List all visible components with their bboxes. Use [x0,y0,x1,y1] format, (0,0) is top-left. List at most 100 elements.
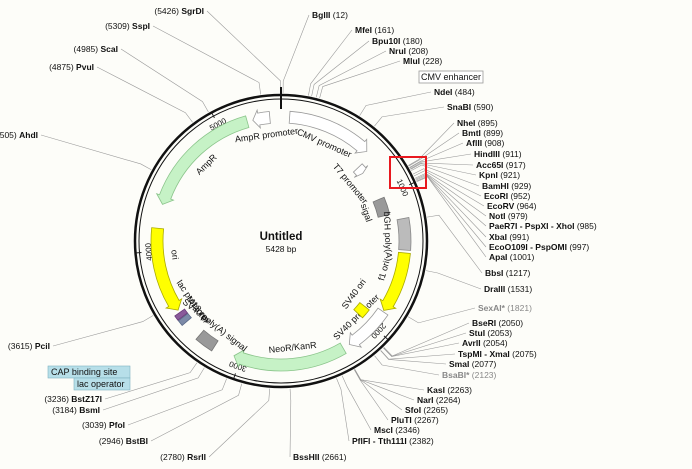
site-leader-line [315,50,387,98]
site-label-bbsi[interactable]: BbsI (1217) [485,268,531,278]
site-position: 1217 [509,268,528,278]
site-position: 964 [519,201,533,211]
site-position: 2075 [515,349,534,359]
site-position: 590 [476,102,490,112]
site-position: 12 [336,10,346,20]
site-label-hindiii[interactable]: HindIII (911) [474,149,522,159]
site-label-stui[interactable]: StuI (2053) [469,328,512,338]
site-label-nari[interactable]: NarI (2264) [417,395,461,405]
site-leader-line [208,388,271,458]
site-label-acc65i[interactable]: Acc65I (917) [476,160,526,170]
site-leader-line [52,315,154,347]
site-label-nrui[interactable]: NruI (208) [389,46,428,56]
site-label-noti[interactable]: NotI (979) [489,211,528,221]
site-name: ApaI [489,252,507,262]
site-label-bsabi[interactable]: BsaBI* (2123) [442,370,497,380]
site-label-ecoo109i-pspomi[interactable]: EcoO109I - PspOMI (997) [489,242,589,252]
site-name: NheI [457,118,475,128]
site-position: 2054 [486,338,505,348]
site-label-sgrdi[interactable]: (5426) SgrDI [154,6,204,16]
lac-operator-label: lac operator [77,379,125,389]
site-label-snabi[interactable]: SnaBI (590) [447,102,493,112]
site-label-ecorv[interactable]: EcoRV (964) [487,201,537,211]
site-label-pvui[interactable]: (4875) PvuI [49,62,94,72]
site-name: KasI [427,385,445,395]
site-label-apai[interactable]: ApaI (1001) [489,252,535,262]
site-label-bmti[interactable]: BmtI (899) [462,128,503,138]
site-leader-line [408,122,455,166]
site-label-bseri[interactable]: BseRI (2050) [472,318,523,328]
site-position: 2780 [163,452,182,462]
site-name: BseRI [472,318,496,328]
site-name: PaeR7I - PspXI - XhoI [489,221,575,231]
site-leader-line [409,153,472,169]
site-label-kpni[interactable]: KpnI (921) [479,170,520,180]
site-label-nhei[interactable]: NheI (895) [457,118,498,128]
feature-sigal [372,196,391,218]
site-label-pcii[interactable]: (3615) PciI [8,341,50,351]
site-position: 979 [511,211,525,221]
site-position: 991 [512,232,526,242]
site-position: 4985 [76,44,95,54]
mcs-highlight-box [389,156,427,189]
site-name: NotI [489,211,506,221]
site-leader-line [354,369,403,411]
site-name: StuI [469,328,485,338]
site-label-pluti[interactable]: PluTI (2267) [391,415,439,425]
site-label-rsrii[interactable]: (2780) RsrII [160,452,206,462]
site-label-sexai[interactable]: SexAI* (1821) [478,303,532,313]
feature-label-ori: ori [169,249,180,260]
site-label-ahdi[interactable]: (4505) AhdI [0,130,38,140]
site-label-msci[interactable]: MscI (2346) [374,425,420,435]
site-position: 895 [481,118,495,128]
site-name: EcoRI [484,191,508,201]
site-label-draiii[interactable]: DraIII (1531) [484,284,532,294]
feature-ampr-promoter [252,108,271,130]
site-name: BstZ17I [71,394,102,404]
site-position: 997 [572,242,586,252]
site-label-smai[interactable]: SmaI (2077) [449,359,496,369]
site-label-ecori[interactable]: EcoRI (952) [484,191,530,201]
site-label-ndei[interactable]: NdeI (484) [434,87,475,97]
feature-ori [150,227,183,311]
site-label-pflfi-tth111i[interactable]: PflFI - Tth111I (2382) [352,436,434,446]
scale-tick [409,182,414,186]
site-label-mfei[interactable]: MfeI (161) [355,25,394,35]
site-label-sspi[interactable]: (5309) SspI [105,21,150,31]
site-position: 2267 [417,415,436,425]
site-name: SfoI [405,405,421,415]
site-label-bamhi[interactable]: BamHI (929) [482,181,531,191]
site-leader-line [413,170,485,207]
site-label-pfoi[interactable]: (3039) PfoI [82,420,125,430]
site-leader-line [353,369,389,421]
site-label-scai[interactable]: (4985) ScaI [74,44,118,54]
site-label-kasi[interactable]: KasI (2263) [427,385,472,395]
site-name: BsmI [79,405,100,415]
feature-label-sigal: sigal [359,202,374,223]
site-leader-line [374,355,440,376]
site-label-bsshii[interactable]: BssHII (2661) [293,452,347,462]
site-label-bglii[interactable]: BglII (12) [312,10,348,20]
site-position: 899 [486,128,500,138]
feature-ampr [155,115,250,205]
site-label-aflii[interactable]: AflII (908) [466,138,504,148]
site-label-bstbi[interactable]: (2946) BstBI [99,436,148,446]
site-leader-line [311,40,370,97]
site-position: 4505 [0,130,14,140]
leader-lines [40,10,487,458]
site-label-bpu10i[interactable]: Bpu10I (180) [372,36,423,46]
site-label-xbai[interactable]: XbaI (991) [489,232,529,242]
site-name: BssHII [293,452,319,462]
site-label-tspmi-xmai[interactable]: TspMI - XmaI (2075) [458,349,537,359]
site-label-mlui[interactable]: MluI (228) [403,56,442,66]
lac-operator-box [73,377,131,391]
site-leader-line [416,175,487,248]
site-label-paer7i-pspxi-xhoi[interactable]: PaeR7I - PspXI - XhoI (985) [489,221,597,231]
site-name: ScaI [101,44,119,54]
site-label-bstz17i[interactable]: (3236) BstZ17I [44,394,102,404]
site-label-sfoi[interactable]: SfoI (2265) [405,405,448,415]
site-label-bsmi[interactable]: (3184) BsmI [52,405,100,415]
site-position: 2661 [325,452,344,462]
site-label-avrii[interactable]: AvrII (2054) [462,338,508,348]
site-name: AflII [466,138,482,148]
